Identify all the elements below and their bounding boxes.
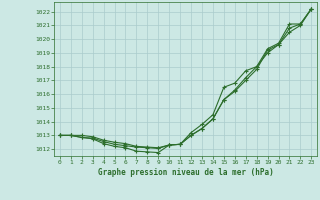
X-axis label: Graphe pression niveau de la mer (hPa): Graphe pression niveau de la mer (hPa) <box>98 168 274 177</box>
